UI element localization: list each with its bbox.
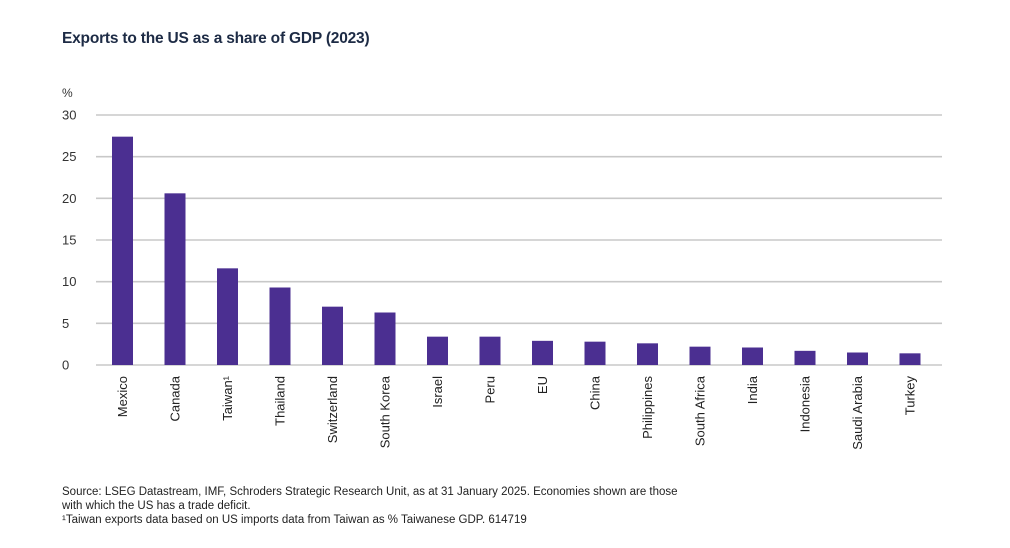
x-tick-label: China [588, 375, 603, 410]
y-axis-unit-label: % [62, 86, 73, 100]
bar-turkey [899, 353, 921, 365]
y-tick-label: 20 [62, 191, 76, 206]
x-tick-label: South Korea [378, 375, 393, 448]
bar-eu [532, 340, 553, 365]
source-note: Source: LSEG Datastream, IMF, Schroders … [62, 486, 678, 498]
x-tick-label: EU [535, 376, 550, 394]
bar-philippines [637, 343, 658, 365]
x-tick-label: Thailand [273, 376, 288, 426]
y-tick-label: 0 [62, 358, 69, 373]
bar-india [742, 347, 763, 365]
bar-south-africa [689, 346, 711, 365]
y-tick-label: 10 [62, 274, 76, 289]
bar-chart: 0 5 10 15 20 25 30 Mexico Canada Taiwan¹ Thailand… [62, 108, 942, 450]
x-tick-label: Switzerland [325, 376, 340, 443]
x-tick-label: Mexico [115, 376, 130, 417]
x-tick-label: Turkey [903, 376, 918, 416]
y-tick-label: 25 [62, 149, 76, 164]
bar-china [584, 341, 606, 365]
bar-canada [164, 193, 186, 365]
chart-footer: Source: LSEG Datastream, IMF, Schroders … [62, 485, 678, 527]
y-tick-label: 5 [62, 316, 69, 331]
bar-saudi-arabia [847, 352, 868, 365]
x-tick-label: Israel [430, 376, 445, 408]
y-tick-label: 15 [62, 233, 76, 248]
bar-indonesia [794, 350, 816, 365]
x-tick-label: Indonesia [798, 375, 813, 432]
bar-israel [427, 336, 448, 365]
x-tick-label: India [745, 375, 760, 404]
bars [112, 136, 921, 365]
x-tick-label: Saudi Arabia [850, 375, 865, 449]
bar-south-korea [374, 312, 396, 365]
source-note-continued: with which the US has a trade deficit. [62, 500, 251, 512]
x-tick-label: Taiwan¹ [220, 375, 235, 420]
x-tick-label: Peru [483, 376, 498, 403]
bar-mexico [112, 136, 133, 365]
y-axis-ticks: 0 5 10 15 20 25 30 [62, 108, 76, 373]
bar-thailand [269, 287, 291, 365]
taiwan-footnote: ¹Taiwan exports data based on US imports… [62, 514, 527, 526]
x-tick-label: South Africa [693, 375, 708, 446]
chart-title: Exports to the US as a share of GDP (202… [62, 30, 370, 47]
x-axis-ticks: Mexico Canada Taiwan¹ Thailand Switzerland So… [115, 375, 918, 450]
bar-taiwan [217, 268, 238, 365]
x-tick-label: Canada [168, 375, 183, 421]
bar-peru [479, 336, 501, 365]
y-tick-label: 30 [62, 108, 76, 123]
bar-switzerland [322, 306, 343, 365]
x-tick-label: Philippines [640, 376, 655, 439]
